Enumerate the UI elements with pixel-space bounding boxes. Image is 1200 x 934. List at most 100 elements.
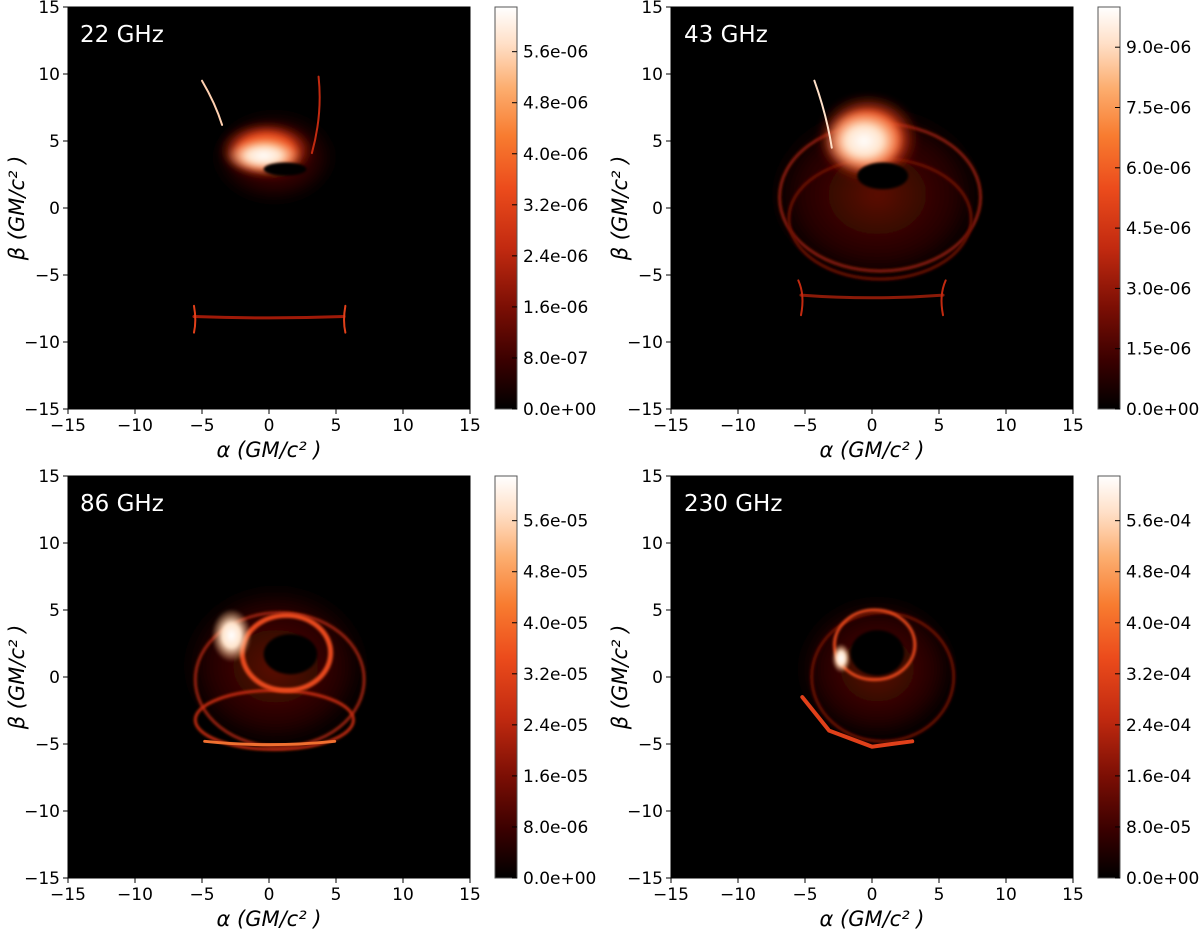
colorbar-tick-label: 4.8e-06: [523, 94, 588, 114]
emission-feature: [203, 739, 337, 747]
colorbar-tick-label: 9.0e-06: [1126, 38, 1191, 58]
x-tick-label: −15: [653, 885, 689, 905]
x-axis-label: α (GM/c² ): [819, 438, 924, 462]
y-tick-label: 10: [641, 534, 663, 554]
y-tick-label: 15: [641, 0, 663, 18]
y-axis-label: β (GM/c² ): [5, 625, 29, 731]
emission-feature: [799, 293, 945, 300]
emission-image: [192, 75, 347, 334]
colorbar-tick-label: 0.0e+00: [1126, 869, 1199, 889]
y-tick-label: −10: [627, 802, 663, 822]
emission-image: [794, 593, 961, 749]
emission-feature: [263, 162, 307, 176]
colorbar-tick-label: 3.2e-05: [523, 665, 588, 685]
colorbar-tick-label: 3.2e-06: [523, 196, 588, 216]
y-axis-label: β (GM/c² ): [5, 156, 29, 262]
x-tick-label: 0: [264, 885, 275, 905]
emission-feature: [857, 162, 909, 190]
colorbar-tick-label: 4.8e-05: [523, 563, 588, 583]
colorbar-tick-label: 0.0e+00: [523, 400, 596, 420]
x-tick-label: 15: [459, 416, 481, 436]
emission-feature: [810, 611, 956, 743]
colorbar-tick-label: 1.5e-06: [1126, 340, 1191, 360]
x-tick-label: 10: [392, 885, 414, 905]
y-axis-label: β (GM/c² ): [608, 625, 632, 731]
x-tick-label: −5: [189, 416, 214, 436]
y-tick-label: −5: [638, 266, 663, 286]
colorbar-tick-label: 2.4e-05: [523, 716, 588, 736]
colorbar-tick-label: 3.2e-04: [1126, 665, 1191, 685]
x-tick-label: −5: [792, 885, 817, 905]
colorbar-tick-label: 1.6e-05: [523, 767, 588, 787]
x-tick-label: 15: [1062, 885, 1084, 905]
colorbar-gradient: [494, 6, 518, 410]
y-tick-label: −15: [24, 400, 60, 420]
emission-feature: [940, 279, 947, 317]
colorbar-tick-label: 7.5e-06: [1126, 99, 1191, 119]
emission-feature: [201, 79, 224, 126]
y-tick-label: 0: [652, 199, 663, 219]
y-tick-label: −5: [35, 266, 60, 286]
y-tick-label: −15: [627, 400, 663, 420]
colorbar: 9.0e-06 7.5e-06 6.0e-06 4.5e-06 3.0e-06 1.5e-…: [1097, 6, 1199, 420]
heatmap-panel-1: 22 GHz −15 −10 −5 0 5 10 15 15 10 5 0 −5 −10 −15 α (GM/…: [5, 0, 596, 462]
x-axis-label: α (GM/c² ): [819, 907, 924, 931]
emission-feature: [831, 643, 851, 673]
x-tick-label: −15: [50, 416, 86, 436]
emission-feature: [813, 79, 833, 149]
colorbar-gradient: [494, 475, 518, 879]
y-tick-label: 5: [49, 132, 60, 152]
colorbar-tick-label: 1.6e-04: [1126, 767, 1191, 787]
x-tick-label: 15: [1062, 416, 1084, 436]
y-tick-label: −5: [638, 735, 663, 755]
y-tick-label: −10: [24, 802, 60, 822]
colorbar-tick-label: 5.6e-06: [523, 43, 588, 63]
x-tick-label: 10: [995, 885, 1017, 905]
y-tick-label: 15: [38, 467, 60, 487]
x-tick-label: −10: [117, 885, 153, 905]
colorbar-tick-label: 2.4e-06: [523, 247, 588, 267]
colorbar-tick-label: 0.0e+00: [523, 869, 596, 889]
frequency-label: 86 GHz: [80, 491, 164, 517]
y-tick-label: 10: [38, 65, 60, 85]
y-tick-label: 0: [652, 668, 663, 688]
x-tick-label: 5: [331, 885, 342, 905]
y-tick-label: 0: [49, 199, 60, 219]
emission-image: [179, 581, 373, 751]
y-tick-label: −10: [24, 333, 60, 353]
colorbar-tick-label: 4.8e-04: [1126, 563, 1191, 583]
colorbar: 5.6e-06 4.8e-06 4.0e-06 3.2e-06 2.4e-06 1.6e-…: [494, 6, 596, 420]
x-tick-label: 0: [867, 885, 878, 905]
x-tick-label: −5: [792, 416, 817, 436]
emission-feature: [797, 279, 804, 317]
x-tick-label: −15: [653, 416, 689, 436]
y-tick-label: 15: [641, 467, 663, 487]
emission-feature: [192, 315, 346, 320]
x-tick-label: 0: [867, 416, 878, 436]
x-tick-label: −10: [117, 416, 153, 436]
y-tick-label: −10: [627, 333, 663, 353]
colorbar-tick-label: 8.0e-06: [523, 818, 588, 838]
emission-feature: [800, 695, 915, 749]
colorbar: 5.6e-05 4.8e-05 4.0e-05 3.2e-05 2.4e-05 1.6e-…: [494, 475, 596, 889]
y-tick-label: 10: [38, 534, 60, 554]
y-tick-label: 5: [652, 601, 663, 621]
x-tick-label: 5: [331, 416, 342, 436]
colorbar-gradient: [1097, 6, 1121, 410]
x-tick-label: 10: [995, 416, 1017, 436]
heatmap-panel-4: 230 GHz −15 −10 −5 0 5 10 15 15 10 5 0 −5 −10 −15 α (GM…: [608, 467, 1199, 931]
colorbar-tick-label: 6.0e-06: [1126, 159, 1191, 179]
y-tick-label: 10: [641, 65, 663, 85]
emission-feature: [211, 608, 252, 663]
y-tick-label: −15: [627, 869, 663, 889]
emission-feature: [192, 304, 197, 334]
emission-feature: [343, 304, 347, 334]
frequency-label: 22 GHz: [80, 22, 164, 48]
x-tick-label: 0: [264, 416, 275, 436]
colorbar-tick-label: 2.4e-04: [1126, 716, 1191, 736]
emission-feature: [193, 611, 366, 749]
x-tick-label: 10: [392, 416, 414, 436]
colorbar-tick-label: 0.0e+00: [1126, 400, 1199, 420]
x-tick-label: 15: [459, 885, 481, 905]
frequency-label: 230 GHz: [684, 491, 782, 517]
